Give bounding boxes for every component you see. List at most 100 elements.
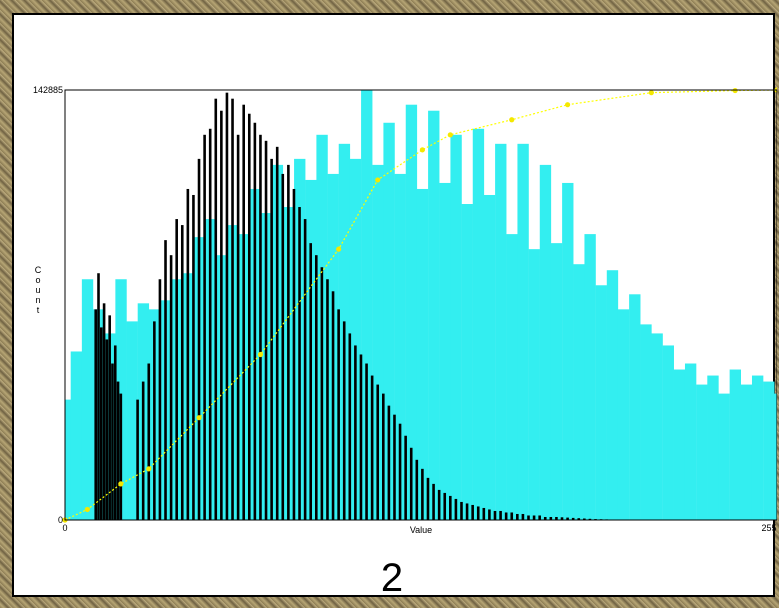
original-bar bbox=[562, 182, 574, 520]
original-bar bbox=[450, 134, 462, 520]
equalized-bar bbox=[510, 512, 514, 520]
equalized-bar bbox=[108, 315, 111, 520]
original-bar bbox=[740, 384, 753, 520]
original-bar bbox=[472, 128, 485, 520]
equalized-bar bbox=[583, 518, 586, 520]
original-bar bbox=[428, 110, 440, 520]
equalized-bar bbox=[253, 122, 257, 521]
equalized-bar bbox=[527, 515, 530, 520]
equalized-bar bbox=[532, 515, 536, 520]
equalized-bar bbox=[281, 173, 285, 520]
cdf-point bbox=[118, 481, 124, 487]
original-bar bbox=[126, 321, 138, 520]
equalized-bar bbox=[236, 134, 240, 520]
chart-title: 2 bbox=[381, 556, 403, 599]
original-bar bbox=[405, 104, 418, 520]
equalized-bar bbox=[488, 509, 491, 520]
equalized-bar bbox=[387, 405, 391, 520]
equalized-bar bbox=[102, 303, 106, 520]
equalized-bar bbox=[376, 384, 380, 520]
y-tick-label-top: 142885 bbox=[33, 85, 63, 95]
equalized-bar bbox=[566, 517, 569, 520]
equalized-bar bbox=[264, 140, 268, 520]
equalized-bar bbox=[292, 188, 296, 521]
equalized-bar bbox=[158, 279, 162, 520]
original-bar bbox=[70, 351, 83, 520]
original-bar bbox=[629, 294, 641, 520]
original-bar bbox=[528, 249, 540, 520]
equalized-bar bbox=[97, 273, 100, 520]
equalized-bar bbox=[415, 459, 419, 520]
equalized-bar bbox=[275, 146, 279, 520]
original-bar bbox=[517, 143, 529, 520]
equalized-bar bbox=[354, 345, 357, 520]
original-bar bbox=[718, 393, 730, 520]
equalized-bar bbox=[521, 513, 525, 520]
equalized-bar bbox=[493, 510, 497, 520]
original-bar bbox=[751, 375, 764, 520]
original-bar bbox=[506, 234, 518, 520]
equalized-bar bbox=[287, 164, 290, 520]
equalized-bar bbox=[543, 516, 547, 520]
cdf-point bbox=[257, 351, 264, 358]
equalized-bar bbox=[111, 363, 114, 520]
equalized-bar bbox=[203, 134, 206, 520]
equalized-bar bbox=[577, 518, 581, 520]
original-bar bbox=[461, 204, 473, 521]
cdf-series bbox=[62, 87, 777, 523]
equalized-bar bbox=[180, 225, 184, 520]
equalized-bar bbox=[465, 503, 469, 520]
original-bar bbox=[573, 264, 585, 520]
equalized-bar bbox=[116, 381, 120, 520]
equalized-bar bbox=[153, 321, 156, 520]
equalized-bar bbox=[164, 240, 167, 520]
equalized-bar bbox=[113, 345, 117, 520]
equalized-bar bbox=[432, 483, 435, 520]
original-bar bbox=[584, 234, 596, 520]
equalized-bar bbox=[348, 333, 352, 520]
original-bar bbox=[662, 345, 674, 520]
equalized-bar bbox=[437, 489, 441, 520]
equalized-bar bbox=[94, 309, 98, 520]
original-bar bbox=[81, 279, 94, 520]
equalized-bar bbox=[359, 354, 363, 520]
original-bar bbox=[349, 158, 362, 520]
equalized-bar bbox=[320, 267, 324, 520]
original-bar bbox=[65, 399, 77, 520]
equalized-bar bbox=[555, 516, 558, 520]
original-bar bbox=[539, 164, 552, 520]
equalized-bar bbox=[476, 506, 480, 520]
equalized-bar bbox=[443, 492, 447, 520]
cdf-point bbox=[509, 117, 515, 123]
original-bar bbox=[651, 333, 663, 520]
original-bar bbox=[495, 143, 507, 520]
x-tick-label-right: 255 bbox=[761, 523, 776, 533]
equalized-bar bbox=[99, 327, 103, 520]
original-bar bbox=[372, 164, 384, 520]
original-bar bbox=[617, 309, 630, 520]
original-bar bbox=[383, 122, 395, 521]
original-bar bbox=[361, 90, 373, 520]
original-bar bbox=[595, 285, 607, 520]
equalized-bar bbox=[516, 513, 519, 520]
equalized-bar bbox=[460, 501, 463, 520]
original-bar bbox=[640, 324, 652, 520]
equalized-bar bbox=[309, 243, 313, 521]
original-bar bbox=[763, 381, 775, 520]
equalized-bar bbox=[549, 516, 553, 520]
equalized-bar bbox=[370, 375, 374, 520]
equalized-bar bbox=[504, 512, 508, 520]
equalized-bar bbox=[186, 188, 190, 521]
equalized-bar bbox=[398, 423, 402, 520]
equalized-series bbox=[94, 92, 770, 521]
cdf-point bbox=[732, 87, 738, 94]
original-bar bbox=[550, 243, 563, 521]
cdf-point bbox=[447, 132, 453, 138]
equalized-bar bbox=[136, 399, 139, 520]
equalized-bar bbox=[482, 507, 486, 520]
equalized-bar bbox=[208, 128, 212, 520]
equalized-bar bbox=[119, 393, 123, 520]
equalized-bar bbox=[303, 219, 307, 520]
